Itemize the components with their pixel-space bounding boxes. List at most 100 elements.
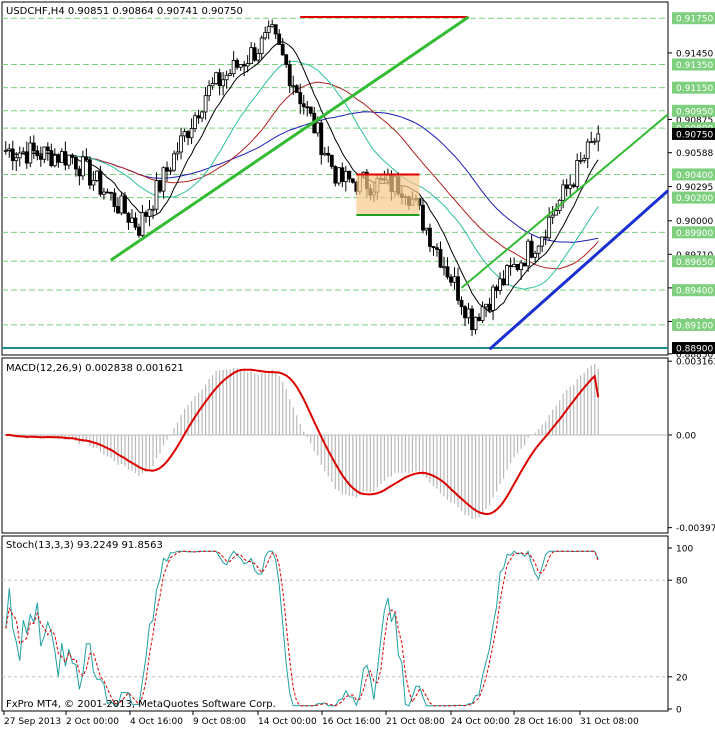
price-candle-body [326, 152, 331, 156]
ma-black-line [5, 41, 599, 313]
price-candle-body [315, 122, 320, 134]
time-axis-label: 21 Oct 08:00 [386, 717, 445, 727]
price-candle-body [21, 151, 26, 154]
consolidation-box [356, 174, 420, 215]
price-candle-body [305, 106, 310, 109]
price-candle-body [554, 210, 559, 216]
price-candle-body [350, 178, 355, 183]
level-label-tag [672, 191, 715, 204]
price-candle-body [298, 92, 303, 105]
price-candle-body [210, 83, 215, 87]
price-candle-body [526, 240, 531, 267]
price-candle-body [144, 212, 148, 217]
trend-line-blue [488, 189, 669, 351]
ma-red-line [5, 81, 599, 270]
price-candle-body [473, 316, 478, 331]
price-candle-body [294, 85, 299, 93]
price-candle-body [498, 278, 502, 291]
price-candle-body [484, 303, 488, 308]
price-candle-body [249, 47, 254, 64]
price-candle-body [308, 106, 313, 114]
level-label-text: 0.89900 [676, 229, 713, 239]
price-candle-body [52, 154, 57, 167]
price-candle-body [435, 247, 439, 250]
price-candle-body [147, 208, 152, 217]
price-candle-body [571, 184, 576, 187]
level-label-text: 0.90950 [676, 107, 713, 117]
price-candle-body [35, 150, 40, 157]
macd-axis-label: -0.003976 [676, 524, 715, 534]
price-candle-body [105, 191, 110, 194]
price-axis-label: 0.90588 [676, 149, 713, 159]
price-candle-body [154, 180, 159, 210]
price-candle-body [266, 26, 271, 33]
price-candle-body [224, 74, 229, 81]
price-candle-body [564, 184, 569, 189]
price-candle-body [186, 131, 190, 139]
price-candle-body [126, 212, 131, 223]
level-label-text: 0.91350 [676, 61, 713, 71]
level-label-text: 0.91750 [676, 15, 713, 25]
price-candle-body [24, 151, 29, 164]
price-candle-body [116, 206, 120, 214]
price-candle-body [231, 60, 236, 75]
price-candle-body [84, 156, 89, 161]
price-candle-body [165, 167, 169, 172]
price-candle-body [585, 141, 590, 159]
price-axis-label: 0.88850 [676, 350, 713, 360]
price-candle-body [221, 79, 226, 87]
price-candle-body [217, 72, 222, 87]
price-candle-body [515, 264, 520, 270]
price-candle-body [445, 266, 450, 278]
price-candle-body [347, 170, 352, 180]
price-candle-body [491, 286, 495, 311]
price-candle-body [123, 195, 127, 214]
price-candle-body [7, 148, 12, 151]
level-label-text: 0.90400 [676, 171, 713, 181]
level-label-tag [672, 12, 715, 25]
stoch-pane[interactable] [1, 535, 669, 712]
price-axis-label: 0.90875 [676, 116, 713, 126]
price-candle-body [3, 149, 8, 152]
price-candle-body [319, 122, 324, 156]
price-candle-body [10, 148, 15, 162]
time-axis-label: 28 Oct 16:00 [514, 717, 573, 727]
time-axis-label: 4 Oct 16:00 [130, 717, 183, 727]
price-candle-body [28, 142, 33, 164]
price-candle-body [431, 246, 436, 249]
price-candle-body [589, 141, 594, 144]
price-candle-body [533, 252, 538, 258]
level-label-tag [672, 104, 715, 117]
price-candle-body [596, 133, 601, 142]
price-candle-body [561, 184, 566, 201]
price-axis-label: 0.90000 [676, 217, 713, 227]
price-candle-body [438, 248, 443, 268]
level-label-text: 0.89100 [676, 321, 713, 331]
price-candle-body [291, 85, 296, 88]
price-candle-body [505, 265, 509, 286]
price-candle-body [322, 152, 327, 156]
copyright-text: FxPro MT4, © 2001-2013, MetaQuotes Softw… [6, 699, 276, 710]
stoch-axis-label: 0 [676, 706, 682, 716]
price-candle-body [31, 142, 36, 152]
price-candle-body [575, 160, 580, 187]
price-candle-body [477, 316, 481, 321]
price-candle-body [522, 262, 527, 267]
price-axis-label: 0.91450 [676, 49, 713, 59]
price-candle-body [442, 266, 446, 269]
price-candle-body [193, 115, 197, 129]
level-label-text: 0.89400 [676, 287, 713, 297]
price-candle-body [109, 191, 113, 194]
price-candle-body [130, 217, 134, 223]
price-candle-body [284, 54, 289, 66]
price-candle-body [259, 37, 264, 54]
price-candle-body [270, 24, 275, 28]
price-candle-body [196, 115, 201, 119]
price-candle-body [487, 303, 492, 311]
price-candle-body [466, 308, 471, 319]
price-candle-body [340, 167, 345, 183]
price-candle-body [56, 154, 61, 163]
stoch-axis-label: 80 [676, 577, 688, 587]
current-price-tag [672, 127, 715, 140]
